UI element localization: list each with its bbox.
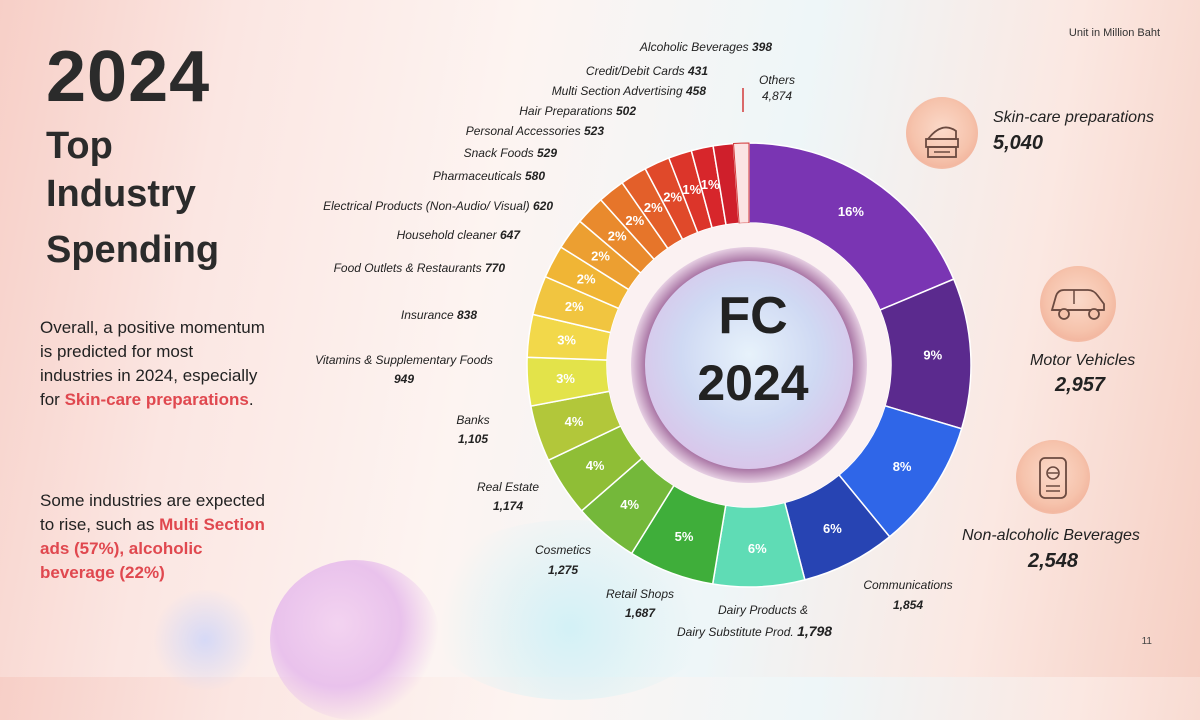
donut-slices: [526, 142, 972, 588]
percent-label: 1%: [682, 182, 701, 197]
label-personal-accessories: Personal Accessories 523: [466, 124, 605, 138]
paragraph-text: .: [248, 390, 254, 409]
car-icon-graphic: [1050, 289, 1105, 320]
paragraph-text: Some industries are expected to rise, su…: [40, 491, 265, 534]
page-number: 11: [1141, 636, 1152, 647]
unit-note: Unit in Million Baht: [1068, 27, 1160, 39]
percent-label: 8%: [893, 459, 912, 474]
callout-value: 5,040: [993, 132, 1044, 154]
skincare-jar-icon-graphic: [925, 126, 959, 158]
callout-name: Motor Vehicles: [1030, 352, 1136, 369]
growth-paragraph: Some industries are expected to rise, su…: [40, 489, 270, 585]
percent-label: 3%: [557, 333, 576, 348]
headline-year: 2024: [46, 37, 211, 117]
percent-label: 9%: [923, 347, 942, 362]
label-cosmetics-value: 1,275: [548, 563, 578, 577]
skincare-jar-icon: [906, 97, 978, 169]
percent-label: 6%: [748, 541, 767, 556]
percent-labels: 16%9%8%6%6%5%4%4%4%3%3%2%2%2%2%2%2%2% 1% 1…: [556, 177, 942, 556]
percent-label: 4%: [586, 458, 605, 473]
percent-label: 2%: [663, 190, 682, 205]
percent-label: 2%: [577, 271, 596, 286]
label-vitamins-supplementary-foods: Vitamins & Supplementary Foods: [315, 353, 493, 367]
label-pharmaceuticals: Pharmaceuticals 580: [433, 169, 545, 183]
label-banks-value: 1,105: [458, 432, 488, 446]
can-icon-graphic: [1039, 457, 1067, 499]
paragraph-highlight: Skin-care preparations: [64, 390, 249, 409]
headline-line: Industry: [46, 173, 196, 215]
percent-label: 2%: [591, 248, 610, 263]
callout-name: Non-alcoholic Beverages: [962, 527, 1140, 544]
category-labels: Insurance 838 Food Outlets & Restaurants …: [315, 40, 953, 639]
percent-label: 6%: [823, 521, 842, 536]
percent-label: 2%: [608, 229, 627, 244]
donut-chart: FC 2024 16%9%8%6%6%5%4%4%4%3%3%2%2%2%2%2…: [315, 40, 972, 639]
percent-label: 4%: [565, 414, 584, 429]
paragraph-highlight: Multi Section ads (57%), alcoholic bever…: [40, 515, 265, 582]
car-icon: [1040, 266, 1116, 342]
label-dairy-line1: Dairy Products &: [718, 603, 808, 617]
center-disc: [645, 261, 853, 469]
percent-label: 4%: [620, 497, 639, 512]
percent-label: 1%: [701, 177, 720, 192]
label-others-value: 4,874: [762, 89, 792, 103]
label-food-outlets-restaurants: Food Outlets & Restaurants 770: [334, 261, 506, 275]
headline-line: Spending: [46, 229, 220, 271]
label-electrical-products-non-audio-visual: Electrical Products (Non-Audio/ Visual) …: [323, 199, 553, 213]
label-credit-debit-cards: Credit/Debit Cards 431: [586, 64, 708, 78]
label-cosmetics: Cosmetics: [535, 543, 591, 557]
label-communications-value: 1,854: [893, 598, 923, 612]
label-household-cleaner: Household cleaner 647: [397, 228, 522, 242]
callout-value: 2,548: [1028, 550, 1079, 572]
label-dairy-line2: Dairy Substitute Prod. 1,798: [677, 623, 832, 639]
center-label-fc: FC: [718, 287, 787, 345]
label-banks: Banks: [456, 413, 489, 427]
label-others: Others: [759, 73, 795, 87]
label-vitamins-supplementary-foods-value: 949: [394, 372, 414, 386]
label-retail-shops-value: 1,687: [625, 606, 656, 620]
background-blob: [150, 590, 260, 690]
percent-label: 3%: [556, 371, 575, 386]
callout-value: 2,957: [1055, 374, 1106, 396]
label-insurance: Insurance 838: [401, 308, 477, 322]
paragraph-text: Overall, a positive momentum is predicte…: [40, 318, 265, 409]
percent-label: 2%: [565, 299, 584, 314]
label-real-estate: Real Estate: [477, 480, 539, 494]
label-multi-section-advertising: Multi Section Advertising 458: [552, 84, 707, 98]
label-alcoholic-beverages: Alcoholic Beverages 398: [639, 40, 772, 54]
callout-name: Skin-care preparations: [993, 109, 1154, 126]
label-communications: Communications: [863, 578, 952, 592]
percent-label: 16%: [838, 204, 864, 219]
percent-label: 2%: [644, 200, 663, 215]
center-label-year: 2024: [697, 355, 808, 411]
label-hair-preparations: Hair Preparations 502: [519, 104, 636, 118]
label-real-estate-value: 1,174: [493, 499, 523, 513]
percent-label: 5%: [675, 529, 694, 544]
label-snack-foods: Snack Foods 529: [464, 146, 558, 160]
summary-paragraph: Overall, a positive momentum is predicte…: [40, 316, 270, 412]
label-retail-shops: Retail Shops: [606, 587, 674, 601]
headline-line: Top: [46, 125, 113, 167]
can-icon: [1016, 440, 1090, 514]
percent-label: 2%: [625, 213, 644, 228]
